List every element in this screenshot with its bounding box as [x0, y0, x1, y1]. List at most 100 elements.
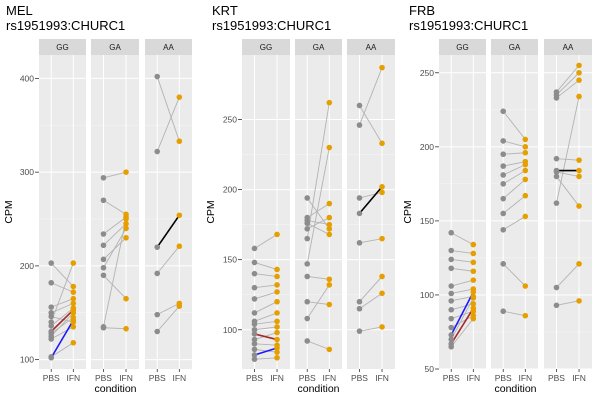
pair-line — [254, 262, 278, 270]
pbs-point — [356, 298, 363, 305]
pbs-point — [304, 273, 311, 280]
facet-strip — [544, 39, 592, 55]
pbs-point — [154, 328, 161, 335]
pair-line — [502, 263, 526, 287]
ifn-point — [522, 176, 529, 183]
y-tick-label: 150 — [223, 255, 237, 265]
pair-line — [503, 161, 526, 167]
facet-strip-label: GA — [109, 43, 121, 52]
pbs-point — [356, 328, 363, 334]
ifn-point — [274, 231, 280, 238]
pbs-point — [251, 331, 258, 337]
pair-line — [556, 79, 580, 99]
pbs-point — [356, 305, 363, 312]
pair-line — [254, 234, 278, 249]
pair-line — [359, 67, 383, 126]
ifn-point — [522, 149, 529, 156]
pbs-point — [448, 283, 455, 289]
pbs-point — [553, 155, 560, 162]
ifn-point — [70, 260, 77, 266]
ifn-point — [274, 324, 280, 330]
chart-title-line2: rs1951993:CHURC1 — [409, 18, 528, 33]
ifn-point — [123, 325, 129, 332]
pbs-point — [48, 279, 55, 286]
pbs-point — [100, 264, 107, 271]
pair-line — [51, 316, 74, 323]
pbs-point — [356, 122, 363, 128]
x-axis-label: condition — [494, 383, 536, 395]
pair-line — [156, 245, 180, 274]
ifn-point — [176, 243, 183, 250]
ifn-point — [123, 295, 129, 302]
ifn-point — [470, 289, 477, 295]
ifn-point — [326, 301, 333, 308]
pbs-point — [251, 245, 258, 252]
pair-line — [50, 317, 74, 334]
pbs-point — [100, 231, 107, 237]
pair-line — [103, 171, 127, 179]
pair-line — [502, 170, 526, 185]
pair-line — [502, 195, 526, 214]
pbs-point — [448, 265, 455, 272]
ifn-point — [522, 144, 529, 150]
x-tick-label: PBS — [246, 373, 263, 383]
pair-line — [359, 238, 383, 244]
pair-line — [103, 218, 127, 327]
facet-ga: GA PBS IFN — [295, 39, 342, 383]
pbs-point — [48, 313, 55, 320]
pbs-point — [154, 148, 161, 155]
facet-strip-label: AA — [163, 43, 174, 52]
ifn-point — [576, 203, 582, 209]
pbs-point — [448, 306, 455, 313]
ifn-point — [123, 225, 129, 232]
facet-panel — [491, 55, 538, 369]
facet-strip — [242, 39, 290, 55]
pbs-point — [251, 352, 258, 358]
pbs-point — [251, 326, 258, 333]
pair-line — [307, 276, 330, 280]
pair-line — [503, 140, 526, 148]
ifn-point — [576, 167, 582, 174]
ifn-point — [576, 173, 582, 180]
ifn-point — [522, 136, 529, 143]
y-tick-label: 50 — [425, 364, 435, 374]
pbs-point — [251, 340, 258, 347]
facet-aa: AA PBS IFN — [145, 39, 192, 383]
ifn-point — [576, 93, 582, 100]
ifn-point — [274, 289, 280, 295]
ifn-point — [326, 200, 333, 207]
pbs-point — [500, 195, 507, 202]
x-tick-label: IFN — [322, 373, 336, 383]
facet-strip-label: GG — [456, 43, 468, 52]
ifn-point — [274, 336, 280, 343]
pbs-point — [251, 284, 258, 291]
facet-panel — [91, 55, 139, 369]
facet-panel — [544, 55, 592, 369]
ifn-point — [470, 301, 477, 307]
facet-panel — [39, 55, 86, 369]
y-tick-label: 200 — [223, 185, 237, 195]
pair-line — [451, 315, 474, 328]
pair-line — [502, 179, 526, 200]
pbs-point — [448, 315, 455, 322]
ifn-point — [70, 289, 77, 295]
pbs-point — [304, 315, 311, 322]
y-axis-label: CPM — [402, 200, 414, 223]
pbs-point — [553, 200, 560, 206]
x-tick-label: IFN — [466, 373, 480, 383]
ifn-point — [379, 189, 385, 196]
pair-line — [502, 111, 526, 140]
pair-line — [359, 191, 383, 199]
pair-line — [307, 217, 330, 230]
ifn-point — [70, 317, 77, 324]
pair-line — [556, 300, 580, 306]
chart-title-line1: KRT — [212, 3, 238, 18]
ifn-point — [470, 241, 477, 248]
pbs-point — [304, 195, 311, 201]
pbs-point — [304, 338, 311, 344]
pbs-point — [500, 181, 507, 187]
pair-line — [50, 262, 74, 323]
pbs-point — [500, 308, 507, 315]
